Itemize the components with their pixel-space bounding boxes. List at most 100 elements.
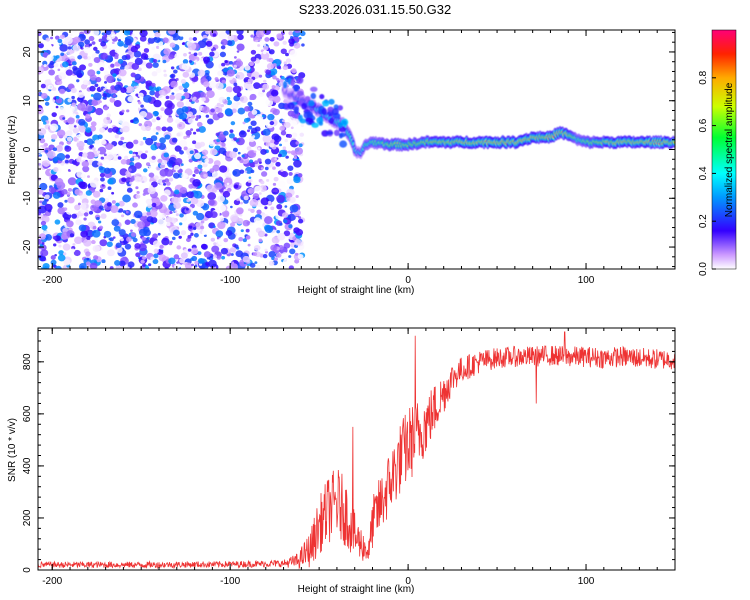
noise-speckle (41, 200, 47, 206)
noise-speckle (142, 136, 147, 141)
noise-speckle (61, 188, 68, 195)
noise-speckle (93, 92, 102, 101)
noise-speckle (229, 151, 237, 159)
noise-speckle (293, 159, 302, 168)
noise-speckle (77, 96, 84, 103)
noise-speckle (262, 254, 268, 259)
noise-speckle (166, 117, 174, 123)
noise-speckle (268, 251, 276, 258)
noise-speckle (99, 172, 105, 178)
noise-speckle (237, 107, 246, 115)
noise-speckle (134, 73, 142, 81)
noise-speckle (197, 164, 203, 170)
noise-speckle (274, 257, 278, 261)
noise-speckle (272, 166, 276, 170)
noise-speckle (86, 151, 95, 160)
noise-speckle (164, 169, 174, 177)
noise-speckle (90, 121, 97, 127)
noise-speckle (288, 224, 293, 229)
noise-speckle (248, 176, 252, 179)
snr-x-tick-label: -100 (220, 576, 240, 587)
noise-speckle (103, 106, 109, 111)
noise-speckle (39, 233, 46, 240)
noise-speckle (53, 157, 58, 162)
noise-speckle (257, 147, 261, 150)
noise-speckle (189, 150, 194, 155)
noise-speckle (251, 135, 256, 139)
noise-speckle (63, 119, 67, 123)
noise-speckle (190, 247, 199, 255)
noise-speckle (282, 258, 290, 266)
noise-speckle (181, 63, 190, 71)
noise-speckle (263, 30, 271, 35)
noise-speckle (167, 30, 177, 35)
noise-speckle (205, 114, 210, 118)
noise-speckle (264, 37, 270, 42)
noise-speckle (116, 247, 123, 253)
noise-speckle (220, 247, 229, 255)
noise-speckle (79, 192, 83, 196)
noise-speckle (99, 239, 108, 247)
noise-speckle (232, 168, 241, 177)
noise-speckle (151, 181, 158, 188)
noise-speckle (203, 81, 210, 88)
noise-speckle (268, 49, 275, 55)
noise-speckle (57, 254, 66, 262)
spectrogram-x-tick-label: 100 (578, 275, 595, 286)
noise-speckle (55, 265, 62, 269)
noise-speckle (252, 193, 260, 200)
noise-speckle (198, 51, 203, 56)
noise-speckle (44, 101, 50, 106)
snr-panel: -200 -100 0 100 0 200 400 600 800 Height of str… (7, 327, 676, 595)
noise-speckle (92, 30, 100, 36)
noise-speckle (294, 252, 299, 256)
noise-speckle (180, 95, 186, 100)
noise-speckle (288, 31, 294, 36)
spectrogram-y-tick-label: -20 (22, 239, 33, 254)
noise-speckle (297, 253, 304, 260)
noise-speckle (221, 142, 226, 147)
noise-speckle (120, 214, 125, 218)
noise-speckle (241, 154, 245, 158)
noise-speckle (230, 121, 236, 126)
noise-speckle (110, 63, 115, 68)
noise-speckle (231, 140, 237, 146)
noise-speckle (243, 118, 250, 123)
noise-speckle (138, 101, 142, 105)
noise-speckle (249, 159, 254, 164)
noise-speckle (190, 197, 199, 205)
noise-speckle (133, 50, 142, 58)
noise-speckle (169, 240, 173, 244)
noise-speckle (123, 30, 131, 36)
noise-speckle (295, 194, 299, 198)
noise-speckle (65, 154, 70, 159)
noise-speckle (165, 181, 171, 186)
snr-x-ticks: -200 -100 0 100 (42, 328, 676, 587)
noise-speckle (152, 53, 161, 61)
noise-speckle (220, 104, 225, 108)
noise-speckle (249, 151, 257, 158)
noise-speckle (103, 153, 107, 157)
noise-speckle (113, 30, 121, 33)
spectrogram-signal-layer (281, 75, 675, 160)
noise-speckle (253, 150, 257, 154)
noise-speckle (146, 216, 154, 223)
noise-speckle (237, 156, 242, 161)
noise-speckle (133, 139, 139, 145)
noise-speckle (91, 41, 96, 45)
noise-speckle (203, 251, 211, 258)
noise-speckle (274, 188, 278, 193)
noise-speckle (272, 182, 277, 186)
noise-speckle (107, 194, 114, 200)
noise-speckle (77, 91, 85, 98)
noise-speckle (248, 125, 253, 130)
snr-series-line (38, 331, 675, 570)
noise-speckle (128, 150, 133, 155)
noise-speckle (159, 41, 164, 46)
noise-speckle (118, 229, 126, 236)
noise-speckle (44, 194, 50, 200)
noise-speckle (45, 37, 51, 42)
noise-speckle (145, 198, 153, 205)
noise-speckle (102, 93, 107, 98)
noise-speckle (197, 69, 206, 77)
